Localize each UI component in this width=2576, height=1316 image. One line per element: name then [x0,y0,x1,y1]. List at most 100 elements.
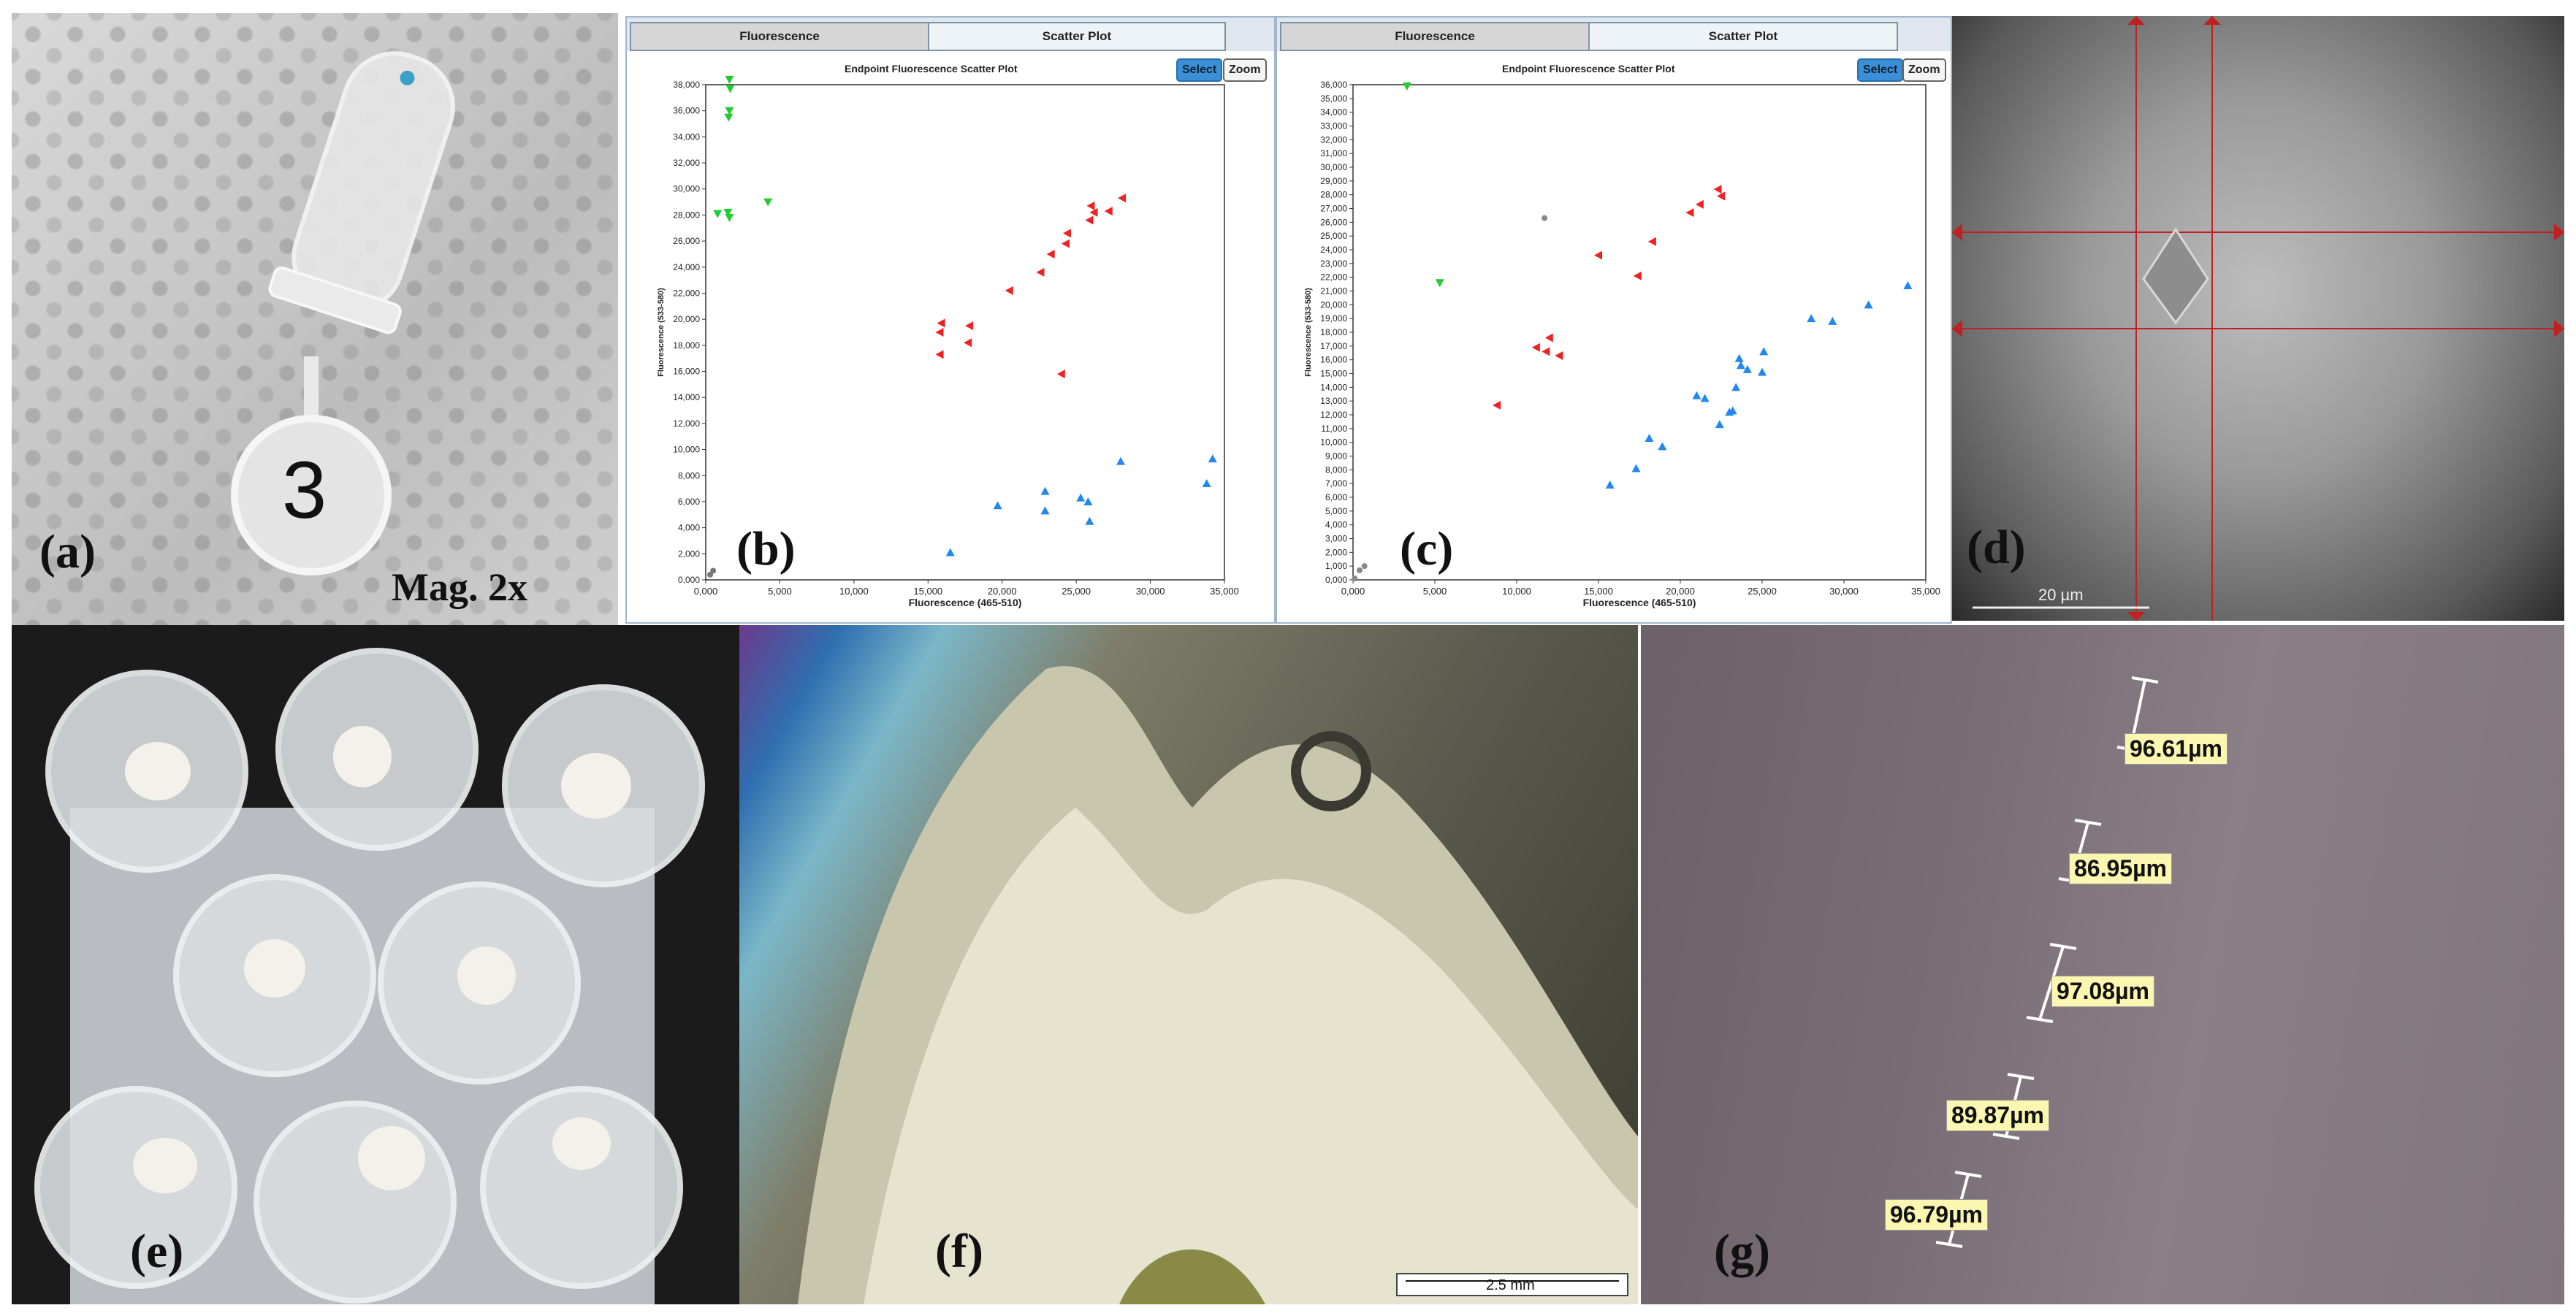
data-point [1645,434,1654,443]
data-point [1742,364,1752,373]
data-point [1040,506,1050,515]
y-tick-label: 28,000 [673,210,700,220]
data-point [1864,300,1873,309]
x-tick-label: 5,000 [1423,586,1447,597]
select-button[interactable]: Select [1857,58,1904,82]
data-point [723,208,733,217]
y-tick-label: 8,000 [678,470,700,481]
y-tick-label: 24,000 [673,262,700,272]
scatter-chart-c: 0,000 5,000 10,000 15,000 20,000 25,000 30,000… [1304,80,1940,608]
y-tick-label: 16,000 [673,367,700,377]
data-point [725,75,734,84]
data-point [1089,207,1098,217]
data-point [1061,239,1070,248]
plot-area: Endpoint Fluorescence Scatter Plot Selec… [633,53,1268,616]
data-point [1361,563,1368,570]
scatter-screenshot-b: Fluorescence Scatter Plot Endpoint Fluor… [625,16,1276,624]
x-tick-label: 35,000 [1911,586,1940,597]
measurement-label: 86.95µm [2069,853,2172,884]
data-point [1685,208,1694,218]
y-tick-label: 34,000 [1320,107,1347,118]
y-axis-label: Fluorescence (533-580) [657,288,666,377]
y-tick-label: 28,000 [1320,190,1347,200]
data-point [1104,207,1113,216]
data-point [1493,400,1501,410]
panel-d-micrograph: (d) 20 µm [1952,16,2564,621]
y-tick-label: 5,000 [1325,506,1347,516]
indentation-overlay [1952,16,2564,621]
label-b: (b) [736,522,796,575]
y-tick-label: 26,000 [1320,217,1347,227]
data-point [1086,201,1095,210]
data-point [713,210,723,218]
y-axis-label: Fluorescence (533-580) [1304,288,1313,377]
y-tick-label: 36,000 [673,106,700,116]
y-tick-label: 2,000 [678,548,700,559]
plot-frame [705,84,1225,581]
data-point [1040,486,1050,495]
scalebar-d: 20 µm [2038,586,2084,604]
data-point [1594,250,1602,260]
measurement-label: 96.61µm [2125,733,2228,765]
x-tick-label: 35,000 [1210,586,1239,597]
data-point [993,501,1002,510]
data-point [1046,249,1055,259]
data-point [1402,82,1411,91]
x-tick-label: 20,000 [988,586,1017,597]
y-tick-label: 22,000 [673,288,700,298]
y-tick-label: 22,000 [1320,272,1347,283]
data-point [1713,185,1722,194]
data-point [1734,353,1744,362]
data-point [1633,271,1642,280]
data-point [1116,456,1125,465]
data-point [964,338,972,348]
panel-g-enamel-measurements: 96.61µm 86.95µm 97.08µm 89.87µm 96.79µm … [1641,625,2564,1304]
data-point [1542,215,1548,221]
y-tick-label: 24,000 [1320,245,1347,255]
y-tick-label: 13,000 [1320,396,1347,406]
data-point [1715,420,1724,429]
scalebar-f: 2.5 mm [1486,1277,1535,1293]
y-tick-label: 29,000 [1320,176,1347,186]
x-tick-label: 10,000 [839,586,869,597]
scatter-chart-b: 0,000 5,000 10,000 15,000 20,000 25,000 30,000… [657,75,1239,608]
tube-number: 3 [282,445,327,535]
x-tick-label: 0,000 [694,586,718,597]
select-button[interactable]: Select [1176,58,1223,82]
x-tick-label: 15,000 [913,586,942,597]
y-tick-label: 10,000 [673,445,700,455]
data-point [1736,361,1745,370]
y-tick-label: 3,000 [1325,534,1347,544]
data-point [1700,394,1710,402]
zoom-button[interactable]: Zoom [1223,58,1267,82]
data-point [1828,316,1837,325]
tab-fluorescence[interactable]: Fluorescence [630,22,929,51]
data-point [1544,333,1553,343]
x-tick-label: 15,000 [1584,586,1613,597]
y-tick-label: 23,000 [1320,259,1347,269]
x-tick-label: 5,000 [768,586,792,597]
data-point [1208,454,1217,463]
data-point [1036,267,1045,277]
x-tick-label: 20,000 [1666,586,1695,597]
x-tick-label: 30,000 [1136,586,1165,597]
y-tick-label: 35,000 [1320,93,1347,104]
label-g: (g) [1714,1225,1770,1278]
data-point [1435,279,1444,288]
tab-fluorescence[interactable]: Fluorescence [1280,22,1590,51]
measurement-label: 97.08µm [2051,976,2154,1007]
x-tick-label: 0,000 [1341,586,1365,597]
tab-scatter-plot[interactable]: Scatter Plot [1588,22,1898,51]
zoom-button[interactable]: Zoom [1902,58,1946,82]
y-tick-label: 17,000 [1320,341,1347,351]
y-tick-label: 38,000 [673,80,700,90]
y-tick-label: 9,000 [1325,451,1347,462]
y-tick-label: 32,000 [673,158,700,168]
label-c: (c) [1400,522,1454,575]
data-point [763,198,773,207]
y-tick-label: 20,000 [673,314,700,324]
y-tick-label: 14,000 [673,392,700,402]
y-tick-label: 16,000 [1320,355,1347,365]
tab-scatter-plot[interactable]: Scatter Plot [928,22,1226,51]
data-point [1085,215,1094,225]
